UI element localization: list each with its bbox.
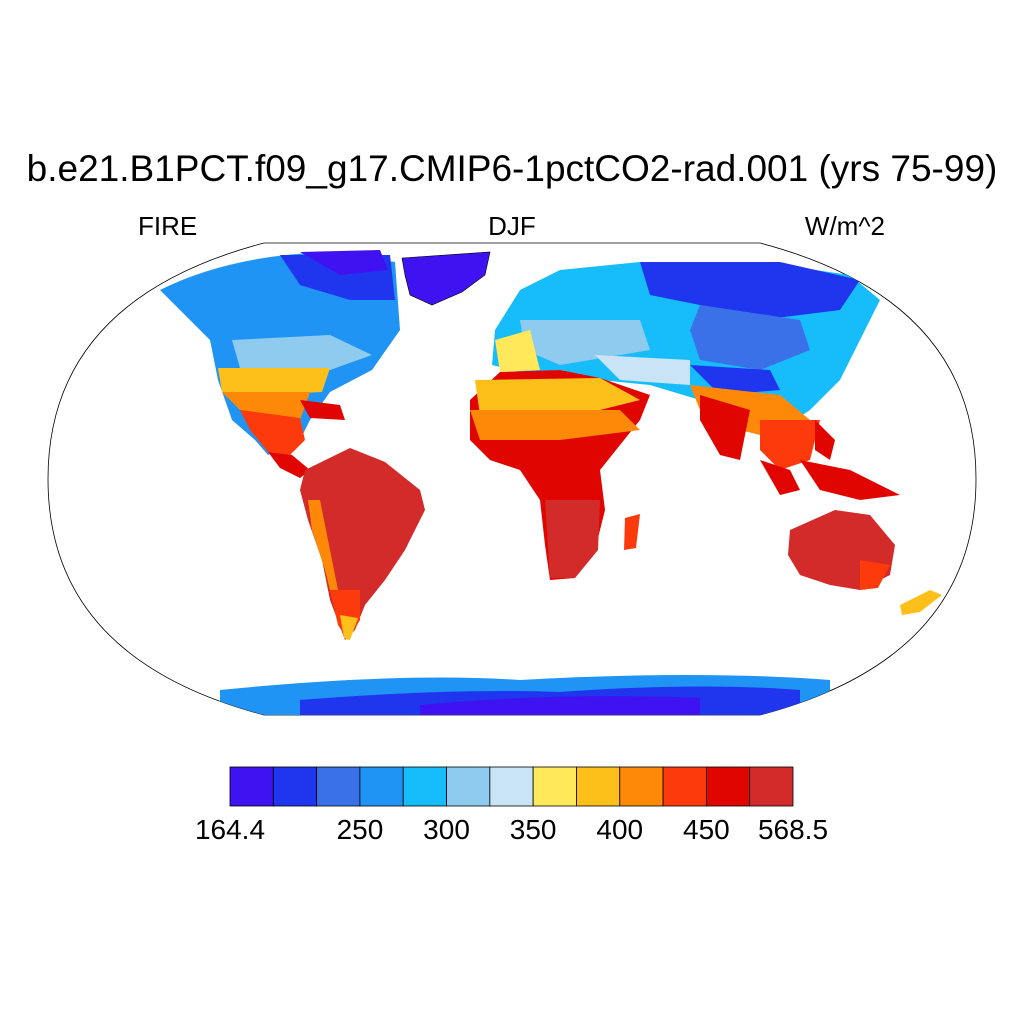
colorbar-swatch [749, 766, 794, 807]
colorbar-swatch [402, 766, 447, 807]
colorbar-tick-label: 350 [509, 814, 557, 845]
colorbar-swatch [446, 766, 491, 807]
colorbar-swatch [532, 766, 577, 807]
australia-landmass [788, 510, 942, 615]
colorbar-swatch [705, 766, 751, 807]
colorbar-tick-label: 400 [596, 814, 644, 845]
maritime-asia-landmass [760, 420, 900, 500]
colorbar-swatch [316, 766, 361, 807]
colorbar-swatch [272, 766, 318, 807]
colorbar-tick-label: 300 [423, 814, 470, 845]
units-label: W/m^2 [804, 211, 885, 241]
plot-title: b.e21.B1PCT.f09_g17.CMIP6-1pctCO2-rad.00… [26, 148, 998, 189]
greenland-landmass [401, 251, 491, 306]
colorbar-tick-label: 164.4 [194, 814, 266, 845]
colorbar-swatch [662, 766, 707, 807]
eurasia-landmass [492, 262, 880, 470]
variable-label: FIRE [138, 211, 198, 241]
colorbar-swatch [489, 766, 534, 807]
north-america-landmass [160, 250, 400, 478]
colorbar-tick-label: 250 [336, 814, 384, 845]
africa-landmass [470, 370, 650, 580]
season-label: DJF [488, 211, 536, 241]
colorbar-swatch [229, 766, 274, 807]
colorbar-tick-label: 450 [683, 814, 730, 845]
antarctica-landmass [220, 675, 830, 715]
colorbar-tick-label: 568.5 [757, 814, 829, 845]
south-america-landmass [300, 448, 425, 640]
colorbar-swatch [576, 766, 621, 807]
colorbar-swatch [359, 766, 404, 807]
colorbar-swatch [619, 766, 664, 807]
